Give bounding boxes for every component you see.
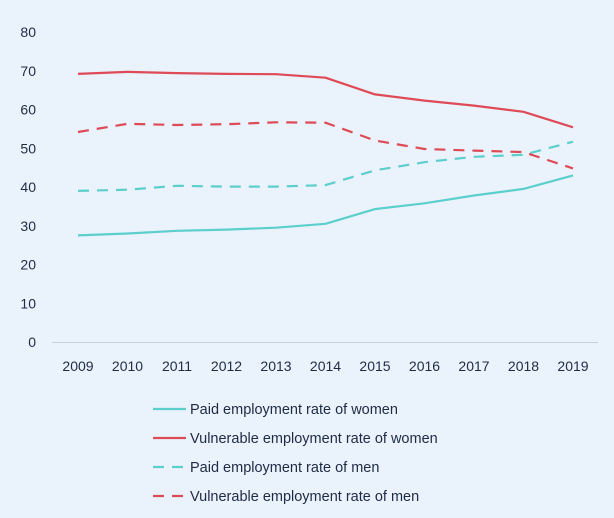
series-line-1 [77, 174, 574, 237]
legend-item: Paid employment rate of men [153, 460, 379, 476]
y-tick-label: 30 [20, 218, 36, 234]
y-tick-label: 60 [20, 102, 36, 118]
series-line-4 [77, 121, 574, 170]
x-tick-label: 2009 [62, 358, 93, 374]
legend-item: Paid employment rate of women [153, 402, 398, 418]
x-tick-label: 2011 [162, 358, 192, 374]
y-tick-label: 20 [20, 257, 36, 273]
series-line-2 [77, 70, 574, 129]
plot-area [77, 70, 574, 237]
legend-label: Paid employment rate of men [190, 460, 379, 476]
x-tick-label: 2017 [458, 358, 489, 374]
x-tick-label: 2012 [211, 358, 242, 374]
y-tick-label: 0 [28, 334, 36, 350]
x-tick-label: 2014 [310, 358, 341, 374]
y-tick-label: 40 [20, 179, 36, 195]
legend-label: Vulnerable employment rate of women [190, 431, 438, 447]
y-tick-label: 70 [20, 63, 36, 79]
x-tick-label: 2013 [260, 358, 291, 374]
y-tick-label: 80 [20, 24, 36, 40]
legend-item: Vulnerable employment rate of women [153, 431, 438, 447]
x-axis: 2009 2010 2011 2012 2013 2014 2015 2016 2017 2018… [52, 342, 598, 374]
x-tick-label: 2016 [409, 358, 440, 374]
y-tick-label: 10 [20, 295, 36, 311]
legend: Paid employment rate of women Vulnerable … [153, 402, 438, 505]
x-tick-label: 2015 [359, 358, 390, 374]
x-tick-label: 2018 [508, 358, 539, 374]
y-axis: 0 10 20 30 40 50 60 70 80 [20, 24, 36, 350]
x-tick-label: 2019 [557, 358, 588, 374]
y-tick-label: 50 [20, 140, 36, 156]
legend-label: Paid employment rate of women [190, 402, 398, 418]
x-tick-label: 2010 [112, 358, 143, 374]
legend-item: Vulnerable employment rate of men [153, 489, 419, 505]
legend-label: Vulnerable employment rate of men [190, 489, 419, 505]
series-line-3 [77, 140, 574, 192]
